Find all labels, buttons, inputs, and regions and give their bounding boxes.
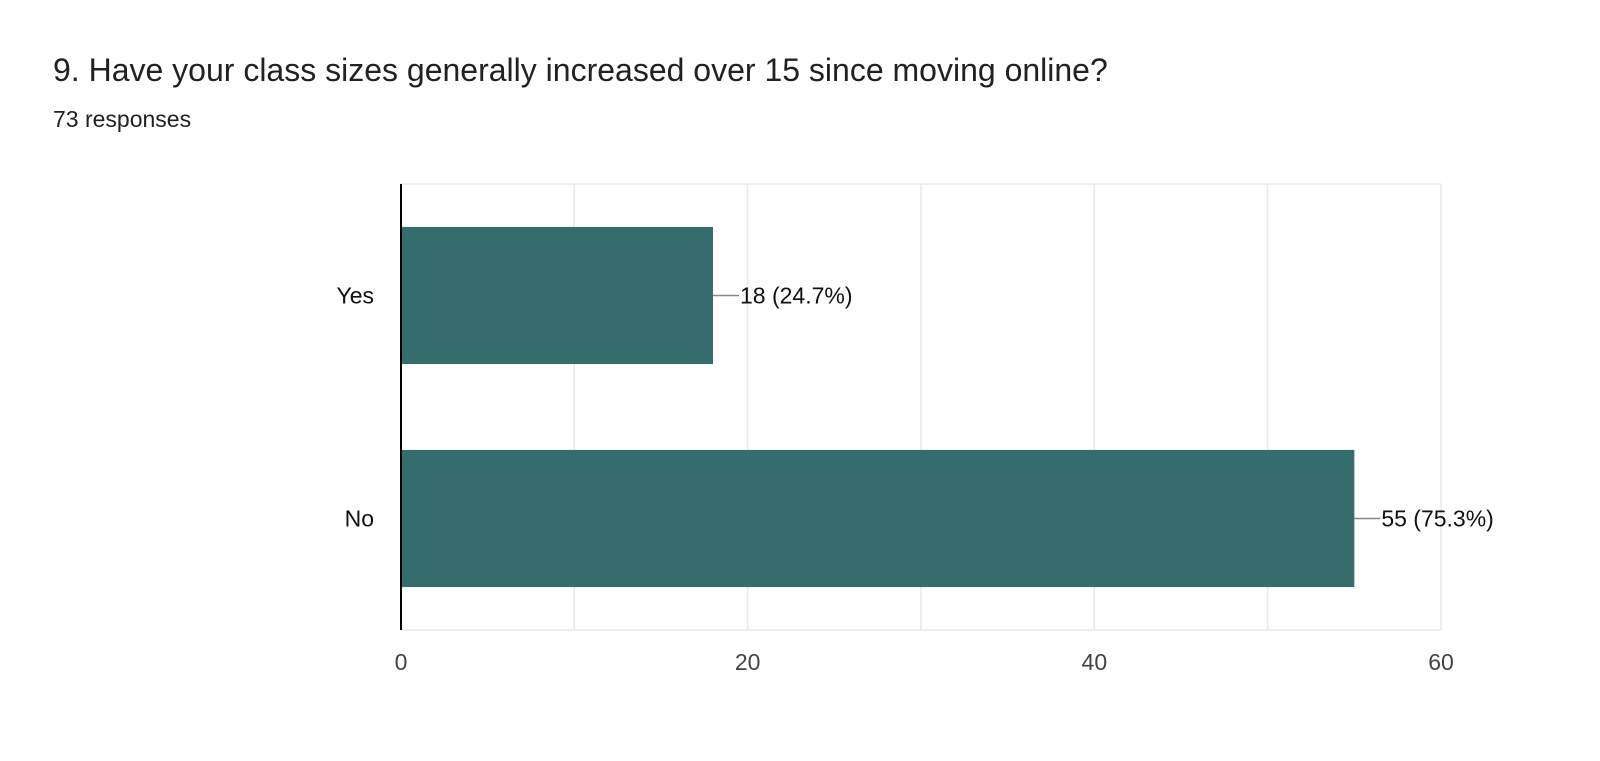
x-tick-label-20: 20 [735,649,761,675]
data-labels: 18 (24.7%) 55 (75.3%) [713,283,1494,532]
y-axis-categories: Yes No [336,283,374,532]
question-title: 9. Have your class sizes generally incre… [53,52,1108,88]
data-label-no: 55 (75.3%) [1381,506,1494,532]
x-tick-label-40: 40 [1082,649,1108,675]
x-tick-label-60: 60 [1428,649,1454,675]
data-label-yes: 18 (24.7%) [740,283,853,309]
x-tick-label-0: 0 [395,649,408,675]
bar-no [401,449,1355,588]
x-axis-ticks: 0 20 40 60 [395,649,1454,675]
category-label-no: No [345,506,374,532]
response-count: 73 responses [53,106,192,132]
bars [401,226,1355,588]
category-label-yes: Yes [336,283,374,309]
bar-yes [401,226,713,365]
